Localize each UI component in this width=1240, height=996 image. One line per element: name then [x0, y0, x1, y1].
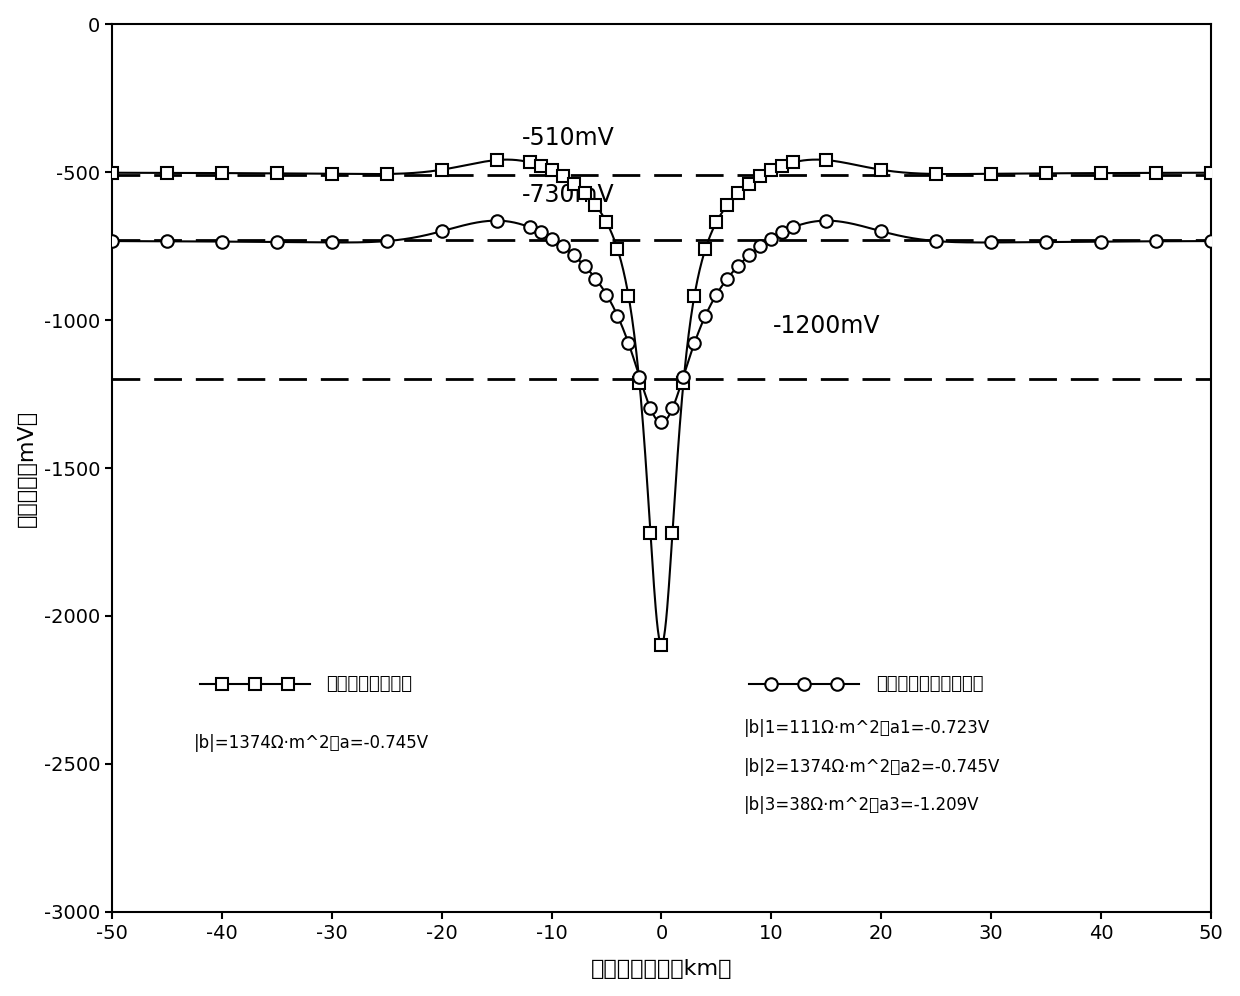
Text: 初始赋値计算结果: 初始赋値计算结果 — [326, 675, 412, 693]
Text: -1200mV: -1200mV — [773, 314, 880, 338]
Text: |b|3=38Ω·m^2，a3=-1.209V: |b|3=38Ω·m^2，a3=-1.209V — [744, 797, 980, 815]
X-axis label: 管道沿线距离（km）: 管道沿线距离（km） — [590, 959, 732, 979]
Text: 最终迭代收敛计算结果: 最终迭代收敛计算结果 — [875, 675, 983, 693]
Text: |b|1=111Ω·m^2，a1=-0.723V: |b|1=111Ω·m^2，a1=-0.723V — [744, 719, 990, 737]
Text: |b|=1374Ω·m^2，a=-0.745V: |b|=1374Ω·m^2，a=-0.745V — [195, 734, 429, 752]
Text: -510mV: -510mV — [522, 125, 614, 149]
Text: -730mV: -730mV — [522, 182, 614, 206]
Y-axis label: 极化电位（mV）: 极化电位（mV） — [16, 409, 37, 527]
Text: |b|2=1374Ω·m^2，a2=-0.745V: |b|2=1374Ω·m^2，a2=-0.745V — [744, 758, 1001, 776]
